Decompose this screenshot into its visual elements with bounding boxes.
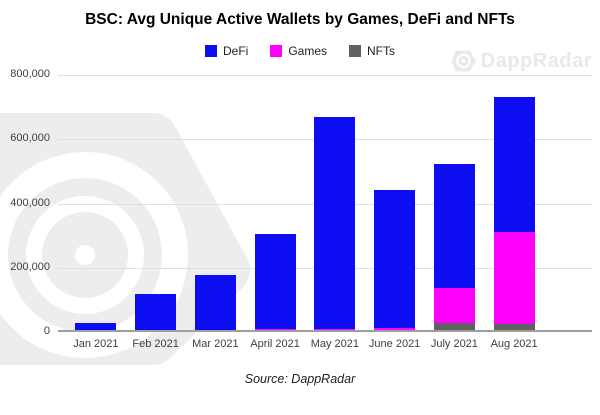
y-tick-label: 600,000 [10,132,50,145]
bar-segment-defi[interactable] [194,275,236,332]
dappradar-watermark-logo [0,110,295,415]
bar-slot [484,75,544,332]
bar-segment-games[interactable] [433,288,475,324]
legend-swatch-defi [204,45,217,57]
y-tick-label: 800,000 [10,68,50,80]
bar-segment-defi[interactable] [374,190,416,329]
bar-slot [126,75,186,332]
legend-label: DeFi [222,44,249,58]
dappradar-hexagon-icon [0,113,250,365]
dappradar-brand-watermark: DappRadar [451,49,592,73]
bar-slot [305,75,365,332]
x-tick-label: June 2021 [368,338,421,350]
bar-stack [374,190,416,332]
x-axis-labels: Jan 2021 Feb 2021 Mar 2021 April 2021 May 20… [66,338,544,350]
legend-item-games: Games [270,44,327,58]
legend-label: Games [288,44,328,58]
bar-stack [254,233,296,332]
bar-segment-defi[interactable] [314,117,356,330]
bar-stack [75,323,117,332]
bar-segment-defi[interactable] [433,164,475,288]
legend-item-defi: DeFi [204,44,249,58]
legend-swatch-games [270,45,283,57]
x-tick-label: July 2021 [430,338,478,350]
legend-label: NFTs [367,44,396,58]
bar-stack [433,164,475,332]
bar-segment-games[interactable] [493,232,535,324]
bar-segment-defi[interactable] [135,294,177,332]
bar-segment-defi[interactable] [254,233,296,330]
legend-swatch-nfts [349,45,362,57]
bar-slot [425,75,485,332]
bar-stack [135,294,177,332]
bar-segment-nfts[interactable] [493,323,535,332]
bars-container [66,75,544,332]
x-tick-label: May 2021 [310,338,360,350]
bar-slot [186,75,246,332]
chart-legend: DeFi Games NFTs [0,44,600,58]
source-caption: Source: DappRadar [244,372,356,386]
x-tick-label: Aug 2021 [490,338,538,350]
bar-segment-nfts[interactable] [433,323,475,332]
bar-segment-defi[interactable] [493,97,535,233]
x-tick-label: April 2021 [250,338,300,350]
bar-segment-defi[interactable] [75,323,117,332]
x-tick-label: Mar 2021 [192,338,239,350]
gridline [58,75,592,76]
y-tick-label: 200,000 [10,260,50,273]
dappradar-logo-icon [451,50,476,72]
x-axis-line [58,330,592,332]
y-tick-label: 400,000 [10,196,50,209]
bar-stack [314,117,356,332]
dappradar-brand-text: DappRadar [480,49,592,72]
chart-title: BSC: Avg Unique Active Wallets by Games,… [85,11,515,28]
bar-slot [365,75,425,332]
bar-stack [493,97,535,332]
x-tick-label: Jan 2021 [73,338,119,350]
y-tick-label: 0 [43,325,50,337]
legend-item-nfts: NFTs [349,44,395,58]
x-tick-label: Feb 2021 [132,338,179,350]
bar-slot [66,75,126,332]
bar-stack [194,275,236,332]
bar-slot [245,75,305,332]
